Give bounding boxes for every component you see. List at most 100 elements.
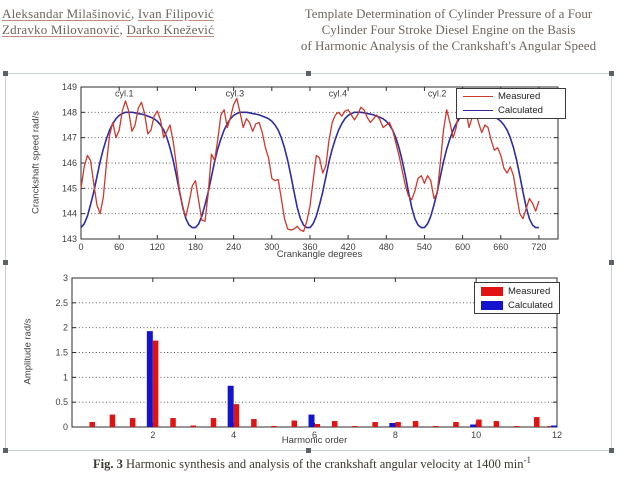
author-separator: , xyxy=(130,6,138,21)
selection-handle-middle-right[interactable] xyxy=(609,259,614,265)
measured-bar xyxy=(493,421,500,427)
measured-bar-swatch xyxy=(481,286,503,296)
paper-title-line: of Harmonic Analysis of the Crankshaft's… xyxy=(300,38,597,53)
figure-caption-superscript: -1 xyxy=(523,455,531,465)
paper-title-line: Template Determination of Cylinder Press… xyxy=(304,6,593,21)
measured-bar xyxy=(453,422,459,427)
measured-bar xyxy=(89,422,95,427)
figure-caption-text: Harmonic synthesis and analysis of the c… xyxy=(122,457,524,472)
measured-bar xyxy=(233,404,240,427)
chart2-y-axis-label: Amplitude rad/s xyxy=(22,318,34,385)
selection-handle-top-right[interactable] xyxy=(609,71,614,76)
x-tick-label: 120 xyxy=(150,242,165,252)
figure-caption: Fig. 3 Harmonic synthesis and analysis o… xyxy=(0,455,624,472)
x-tick-label: 720 xyxy=(531,242,546,252)
figure-image[interactable]: 143 144 145 146 147 148 149 0 60 120 180 240 300 360 4… xyxy=(3,71,614,453)
measured-bar xyxy=(129,418,136,427)
measured-bar xyxy=(476,419,482,427)
y-tick-label: 2 xyxy=(63,323,68,333)
legend-label: Measured xyxy=(508,285,551,297)
figure-caption-number: Fig. 3 xyxy=(93,457,123,472)
x-tick-label: 2 xyxy=(150,430,155,440)
y-tick-label: 2.5 xyxy=(55,298,68,308)
measured-bar xyxy=(170,418,176,427)
measured-line-swatch xyxy=(463,96,493,97)
measured-bar xyxy=(352,426,358,427)
x-tick-label: 60 xyxy=(114,242,124,252)
cylinder-annotation: cyl.4 xyxy=(329,89,348,99)
selection-handle-bottom-right[interactable] xyxy=(609,448,614,453)
legend-entry-measured: Measured xyxy=(481,286,553,297)
legend-label: Calculated xyxy=(508,299,553,311)
y-tick-label: 146 xyxy=(62,158,77,168)
measured-bar xyxy=(109,414,116,427)
cylinder-annotation: cyl.3 xyxy=(226,89,245,99)
x-tick-label: 660 xyxy=(493,242,508,252)
chart2-x-axis-label: Harmonic order xyxy=(281,435,348,446)
measured-bar xyxy=(251,419,257,427)
y-tick-label: 1 xyxy=(63,372,68,382)
measured-bar xyxy=(152,340,159,427)
authors-line-1: Aleksandar Milašinović, Ivan Filipović xyxy=(2,6,214,22)
x-tick-label: 360 xyxy=(302,242,317,252)
calculated-line-swatch xyxy=(463,110,493,111)
measured-bar xyxy=(395,422,401,427)
y-tick-label: 144 xyxy=(62,209,77,219)
selection-handle-top-middle[interactable] xyxy=(306,71,311,76)
y-tick-label: 0 xyxy=(63,422,68,432)
selection-handle-middle-left[interactable] xyxy=(3,259,8,265)
legend-entry-measured: Measured xyxy=(463,91,559,102)
calculated-bar-swatch xyxy=(481,300,503,310)
selection-handle-top-left[interactable] xyxy=(3,71,8,76)
measured-bar xyxy=(291,420,298,427)
selection-handle-bottom-middle[interactable] xyxy=(306,448,311,453)
author-name: Ivan Filipović xyxy=(137,6,214,21)
author-name: Aleksandar Milašinović xyxy=(2,6,131,21)
measured-bar xyxy=(547,426,551,427)
y-tick-label: 3 xyxy=(63,273,68,283)
selection-handle-bottom-left[interactable] xyxy=(3,448,8,453)
chart1-legend: Measured Calculated xyxy=(456,88,566,119)
calculated-bar xyxy=(470,424,477,427)
measured-bar xyxy=(314,424,320,427)
y-tick-label: 149 xyxy=(62,82,77,92)
y-tick-label: 143 xyxy=(62,234,77,244)
x-tick-label: 6 xyxy=(312,430,317,440)
x-tick-label: 180 xyxy=(188,242,203,252)
chart1-y-axis-label: Cranckshaft speed rad/s xyxy=(30,111,42,214)
calculated-bar xyxy=(227,385,234,427)
x-tick-label: 300 xyxy=(264,242,279,252)
authors-block: Aleksandar Milašinović, Ivan Filipović Z… xyxy=(2,6,214,38)
x-tick-label: 240 xyxy=(226,242,241,252)
x-tick-label: 0 xyxy=(78,242,83,252)
x-tick-label: 8 xyxy=(393,430,398,440)
x-tick-label: 600 xyxy=(455,242,470,252)
chart1-speed-vs-crankangle: 143 144 145 146 147 148 149 0 60 120 180 240 300 360 4… xyxy=(62,82,559,252)
y-tick-label: 145 xyxy=(62,183,77,193)
measured-bar xyxy=(372,422,378,427)
x-tick-label: 12 xyxy=(552,430,562,440)
measured-bar xyxy=(331,421,338,427)
y-tick-label: 148 xyxy=(62,107,77,117)
calculated-bar xyxy=(308,414,315,427)
measured-bar xyxy=(190,425,196,427)
legend-label: Measured xyxy=(498,91,541,102)
legend-entry-calculated: Calculated xyxy=(481,300,553,311)
legend-label: Calculated xyxy=(498,105,543,116)
legend-entry-calculated: Calculated xyxy=(463,105,559,116)
calculated-line xyxy=(80,111,539,229)
paper-title-line: Cylinder Four Stroke Diesel Engine on th… xyxy=(321,22,576,37)
measured-bar xyxy=(433,426,439,427)
x-tick-label: 480 xyxy=(379,242,394,252)
x-tick-label: 4 xyxy=(231,430,236,440)
chart2-legend: Measured Calculated xyxy=(474,282,560,314)
author-separator: , xyxy=(119,22,127,37)
calculated-bar xyxy=(389,423,396,427)
calculated-bar xyxy=(551,425,557,427)
y-tick-label: 147 xyxy=(62,133,77,143)
x-tick-label: 10 xyxy=(471,430,481,440)
measured-bar xyxy=(412,421,419,427)
x-tick-label: 420 xyxy=(341,242,356,252)
